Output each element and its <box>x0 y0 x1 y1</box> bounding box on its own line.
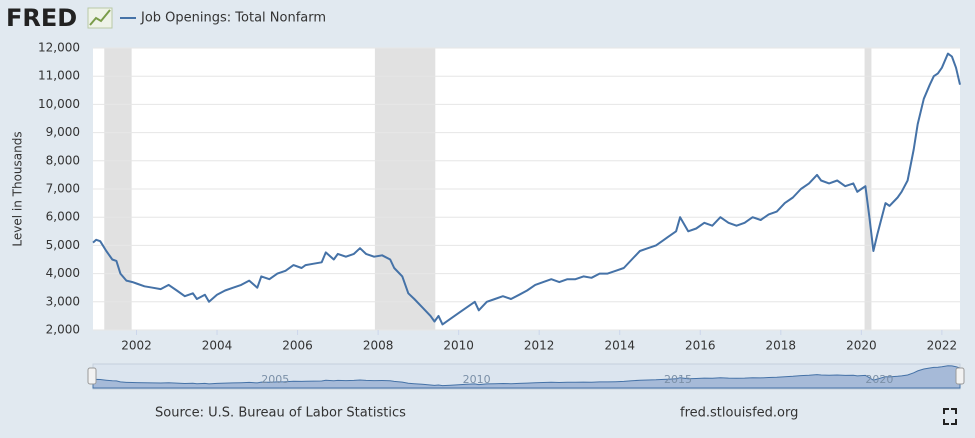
navigator-tick-label: 2015 <box>664 373 692 386</box>
legend-label: Job Openings: Total Nonfarm <box>140 11 326 26</box>
navigator-area <box>92 365 961 389</box>
x-tick-label: 2020 <box>846 339 877 353</box>
y-tick-label: 11,000 <box>38 69 80 83</box>
site: fred.stlouisfed.org <box>680 406 798 421</box>
y-tick-label: 8,000 <box>46 153 80 167</box>
y-tick-label: 7,000 <box>46 182 80 196</box>
navigator-tick-label: 2005 <box>261 373 289 386</box>
navigator-tick-label: 2010 <box>463 373 491 386</box>
x-tick-label: 2008 <box>363 339 394 353</box>
y-tick-label: 3,000 <box>46 294 80 308</box>
source: Source: U.S. Bureau of Labor Statistics <box>155 406 406 421</box>
x-tick-label: 2006 <box>282 339 313 353</box>
series-line <box>92 52 961 326</box>
y-tick-label: 5,000 <box>46 238 80 252</box>
x-tick-label: 2012 <box>524 339 555 353</box>
x-tick-label: 2016 <box>685 339 716 353</box>
fullscreen-button[interactable] <box>943 408 957 425</box>
logo-icon <box>87 7 113 29</box>
x-tick-label: 2010 <box>443 339 474 353</box>
y-axis-label: Level in Thousands <box>11 131 25 246</box>
x-tick-label: 2002 <box>121 339 152 353</box>
navigator-handle[interactable] <box>955 367 965 385</box>
x-tick-label: 2004 <box>202 339 233 353</box>
x-tick-label: 2022 <box>927 339 958 353</box>
logo: FRED <box>6 4 77 32</box>
y-tick-label: 12,000 <box>38 41 80 55</box>
x-tick-label: 2014 <box>604 339 635 353</box>
y-tick-label: 9,000 <box>46 125 80 139</box>
navigator-handle[interactable] <box>87 367 97 385</box>
x-tick-label: 2018 <box>766 339 797 353</box>
y-tick-label: 10,000 <box>38 97 80 111</box>
y-tick-label: 2,000 <box>46 323 80 337</box>
y-tick-label: 4,000 <box>46 266 80 280</box>
y-tick-label: 6,000 <box>46 210 80 224</box>
navigator-tick-label: 2020 <box>865 373 893 386</box>
